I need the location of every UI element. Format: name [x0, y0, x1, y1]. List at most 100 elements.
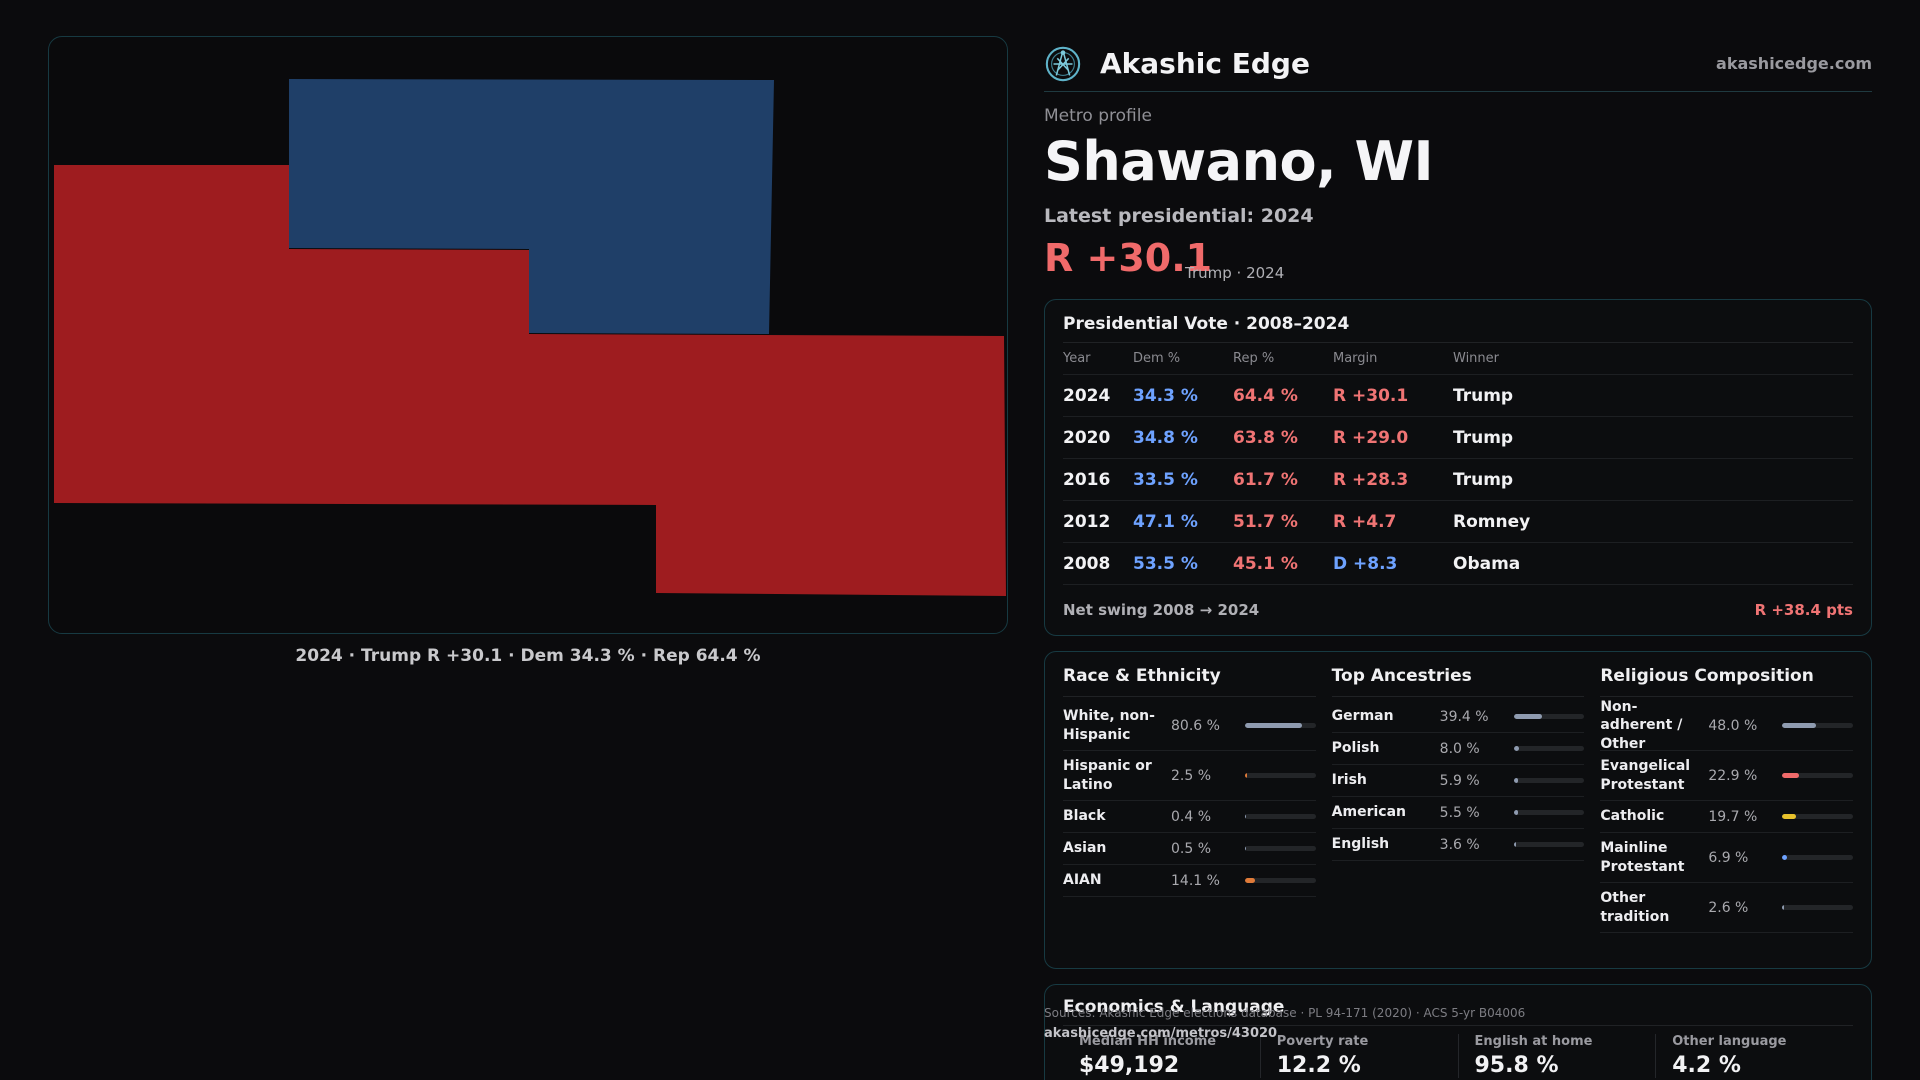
ancestries-label: American	[1331, 804, 1407, 821]
ancestries-bar-fill	[1513, 778, 1518, 783]
religion-bar	[1782, 814, 1854, 819]
county-map[interactable]	[49, 37, 1008, 634]
race-bar-fill	[1245, 773, 1247, 778]
race-value: 2.5 %	[1171, 767, 1212, 784]
brand-name[interactable]: Akashic Edge	[1100, 47, 1310, 80]
latest-margin: R +30.1	[1044, 236, 1213, 280]
vote-cell-dem: 47.1 %	[1133, 511, 1198, 532]
vote-cell-year: 2024	[1063, 385, 1111, 406]
vote-cell-year: 2020	[1063, 427, 1111, 448]
religion-bar-fill	[1782, 723, 1817, 728]
ancestries-bar	[1513, 842, 1585, 847]
ancestries-value: 8.0 %	[1439, 740, 1480, 757]
econ-stat-value: 4.2 %	[1672, 1053, 1741, 1078]
col-header-rep: Rep %	[1233, 351, 1275, 366]
vote-cell-rep: 63.8 %	[1233, 427, 1298, 448]
race-bar-fill	[1245, 814, 1247, 819]
map-region-rep[interactable]	[54, 165, 1006, 596]
net-swing-value: R +38.4 pts	[1754, 601, 1853, 619]
race-value: 80.6 %	[1171, 717, 1220, 734]
metro-permalink[interactable]: akashicedge.com/metros/43020	[1044, 1026, 1278, 1041]
econ-stat-label: Median HH income	[1079, 1034, 1217, 1049]
econ-stat: English at home 95.8 %	[1457, 1034, 1656, 1078]
religion-title: Religious Composition	[1600, 666, 1854, 697]
race-bar-fill	[1245, 846, 1247, 851]
religion-row: Other tradition 2.6 %	[1600, 883, 1854, 933]
race-row: Black 0.4 %	[1063, 801, 1316, 833]
race-ethnicity-section: Race & Ethnicity White, non-Hispanic 80.6…	[1063, 666, 1316, 954]
religion-bar-fill	[1782, 905, 1785, 910]
econ-stat-value: 95.8 %	[1474, 1053, 1559, 1078]
race-row: AIAN 14.1 %	[1063, 865, 1316, 897]
race-label: White, non-Hispanic	[1063, 708, 1155, 743]
ancestries-value: 3.6 %	[1439, 836, 1480, 853]
religion-row: Evangelical Protestant 22.9 %	[1600, 751, 1854, 801]
religion-bar-fill	[1782, 814, 1797, 819]
vote-cell-year: 2016	[1063, 469, 1111, 490]
religion-label: Catholic	[1600, 808, 1665, 825]
race-row: Asian 0.5 %	[1063, 833, 1316, 865]
econ-stat-value: $49,192	[1079, 1053, 1180, 1078]
map-panel[interactable]	[48, 36, 1008, 634]
race-row: Hispanic or Latino 2.5 %	[1063, 751, 1316, 801]
ancestries-value: 5.9 %	[1439, 772, 1480, 789]
vote-cell-margin: R +4.7	[1333, 511, 1397, 532]
vote-row-2012: 2012 47.1 % 51.7 % R +4.7 Romney	[1063, 501, 1853, 543]
ancestries-list: German 39.4 % Polish 8.0 % Irish 5.9 % America…	[1331, 701, 1585, 861]
net-swing-row: Net swing 2008 → 2024 R +38.4 pts	[1063, 601, 1853, 619]
religion-row: Mainline Protestant 6.9 %	[1600, 833, 1854, 883]
race-row: White, non-Hispanic 80.6 %	[1063, 701, 1316, 751]
ancestries-row: German 39.4 %	[1331, 701, 1585, 733]
vote-cell-dem: 34.3 %	[1133, 385, 1198, 406]
race-label: Black	[1063, 808, 1106, 825]
ancestries-row: English 3.6 %	[1331, 829, 1585, 861]
vote-cell-dem: 53.5 %	[1133, 553, 1198, 574]
race-bar-fill	[1245, 878, 1255, 883]
vote-cell-margin: R +29.0	[1333, 427, 1409, 448]
ancestries-bar	[1513, 778, 1585, 783]
econ-stat: Poverty rate 12.2 %	[1259, 1034, 1458, 1078]
ancestries-value: 5.5 %	[1439, 804, 1480, 821]
page-title: Shawano, WI	[1044, 130, 1434, 193]
ancestries-row: American 5.5 %	[1331, 797, 1585, 829]
vote-row-2008: 2008 53.5 % 45.1 % D +8.3 Obama	[1063, 543, 1853, 585]
vote-cell-rep: 45.1 %	[1233, 553, 1298, 574]
econ-stat: Median HH income $49,192	[1063, 1034, 1260, 1078]
ancestries-bar	[1513, 746, 1585, 751]
sources-note: Sources: Akashic Edge elections database…	[1044, 1006, 1526, 1020]
race-title: Race & Ethnicity	[1063, 666, 1316, 697]
ancestries-bar-fill	[1513, 746, 1520, 751]
ancestries-bar-fill	[1513, 842, 1517, 847]
race-label: Hispanic or Latino	[1063, 758, 1152, 793]
econ-stat-label: Other language	[1672, 1034, 1787, 1049]
race-value: 14.1 %	[1171, 872, 1220, 889]
latest-margin-sub: Trump · 2024	[1185, 264, 1285, 282]
ancestries-bar-fill	[1513, 810, 1518, 815]
ancestries-row: Polish 8.0 %	[1331, 733, 1585, 765]
compass-logo-icon[interactable]	[1044, 45, 1082, 83]
religion-label: Non-adherent / Other	[1600, 699, 1683, 752]
latest-presidential-label: Latest presidential: 2024	[1044, 205, 1314, 227]
profile-kicker: Metro profile	[1044, 106, 1152, 126]
religion-value: 48.0 %	[1708, 717, 1758, 734]
religion-label: Mainline Protestant	[1600, 840, 1685, 875]
race-bar	[1245, 846, 1316, 851]
vote-cell-dem: 33.5 %	[1133, 469, 1198, 490]
vote-cell-winner: Trump	[1453, 385, 1514, 406]
race-label: Asian	[1063, 840, 1107, 857]
ancestries-bar	[1513, 714, 1585, 719]
religion-value: 19.7 %	[1708, 808, 1758, 825]
race-bar	[1245, 814, 1316, 819]
vote-cell-dem: 34.8 %	[1133, 427, 1198, 448]
econ-stat-label: Poverty rate	[1276, 1034, 1369, 1049]
vote-card-title: Presidential Vote · 2008–2024	[1063, 314, 1853, 343]
vote-cell-rep: 64.4 %	[1233, 385, 1298, 406]
religion-list: Non-adherent / Other 48.0 % Evangelical Pr…	[1600, 699, 1854, 933]
religion-label: Evangelical Protestant	[1600, 758, 1691, 793]
site-link[interactable]: akashicedge.com	[1716, 54, 1872, 73]
site-header: Akashic Edge akashicedge.com	[1044, 36, 1872, 92]
race-list: White, non-Hispanic 80.6 % Hispanic or Lat…	[1063, 701, 1316, 897]
map-region-dem[interactable]	[289, 79, 774, 334]
col-header-margin: Margin	[1333, 351, 1378, 366]
ancestries-bar	[1513, 810, 1585, 815]
